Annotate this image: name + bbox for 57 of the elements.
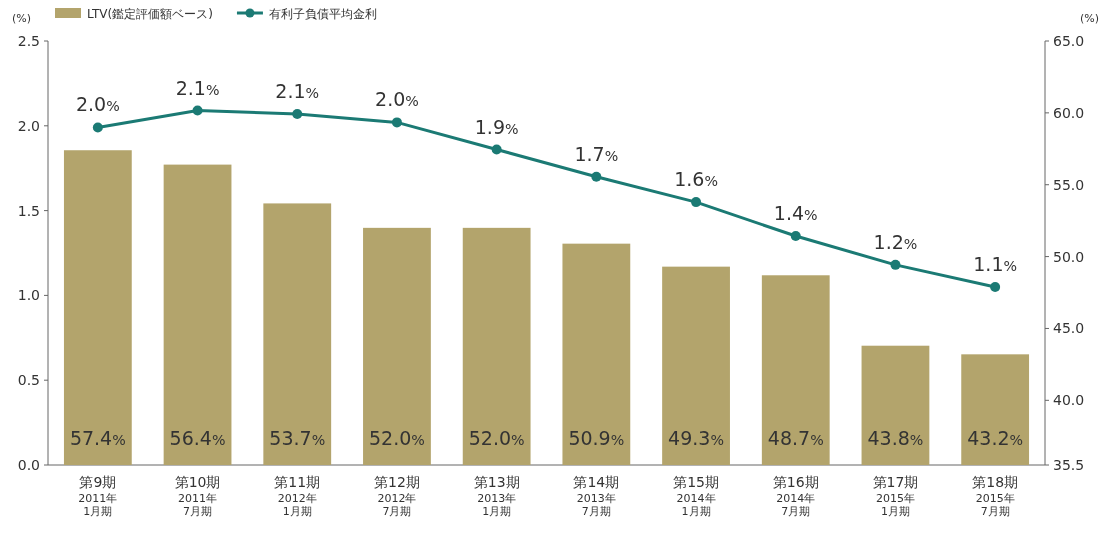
data-label: 1.2% bbox=[873, 230, 918, 253]
x-tick-label: 第9期 2011年 1月期 bbox=[78, 474, 118, 518]
data-label: 1.7% bbox=[574, 142, 619, 165]
y-tick-label: 1.5 bbox=[17, 202, 40, 219]
data-label: 2.0% bbox=[375, 88, 419, 111]
data-label: 1.9% bbox=[474, 115, 519, 138]
data-label: 43.8% bbox=[867, 427, 924, 449]
y-tick-label: 0.5 bbox=[17, 372, 40, 389]
point bbox=[192, 105, 203, 116]
data-label: 1.4% bbox=[773, 202, 818, 225]
y2-tick-label: 65.0 bbox=[1053, 33, 1085, 49]
x-tick-label: 第16期 2014年 7月期 bbox=[772, 474, 819, 518]
legend-label: LTV(鑑定評価額ベース) bbox=[87, 7, 213, 21]
data-label: 43.2% bbox=[967, 427, 1024, 449]
y-tick-label: 1.0 bbox=[17, 287, 40, 304]
y2-tick-label: 50.0 bbox=[1053, 248, 1085, 265]
y2-axis-title: (%) bbox=[1080, 12, 1100, 25]
y2-tick-label: 60.0 bbox=[1053, 104, 1085, 121]
point bbox=[292, 108, 303, 119]
y2-tick-label: 55.0 bbox=[1053, 176, 1085, 193]
x-tick-label: 第17期 2015年 1月期 bbox=[872, 474, 919, 518]
point bbox=[391, 117, 402, 128]
point bbox=[591, 171, 602, 182]
data-label: 1.6% bbox=[674, 168, 718, 191]
point bbox=[691, 197, 702, 208]
data-label: 48.7% bbox=[767, 427, 824, 449]
data-label: 57.4% bbox=[69, 427, 126, 449]
point bbox=[491, 144, 502, 155]
legend-label: 有利子負債平均金利 bbox=[268, 7, 377, 21]
y2-tick-label: 45.0 bbox=[1053, 320, 1085, 337]
x-tick-label: 第18期 2015年 7月期 bbox=[972, 474, 1019, 518]
x-tick-label: 第15期 2014年 1月期 bbox=[673, 474, 719, 518]
data-label: 2.1% bbox=[175, 76, 220, 99]
x-tick-label: 第11期 2012年 1月期 bbox=[274, 474, 321, 518]
y-axis-title: (%) bbox=[12, 12, 32, 25]
data-label: 2.1% bbox=[275, 79, 320, 102]
y-tick-label: 0.0 bbox=[17, 457, 40, 473]
data-label: 53.7% bbox=[269, 427, 326, 449]
y-tick-label: 2.5 bbox=[17, 33, 40, 49]
y-tick-label: 2.0 bbox=[17, 117, 40, 134]
data-label: 52.0% bbox=[468, 427, 525, 449]
data-label: 49.3% bbox=[668, 427, 724, 449]
point bbox=[92, 122, 103, 133]
data-label: 50.9% bbox=[568, 427, 625, 449]
point bbox=[790, 231, 801, 242]
data-label: 1.1% bbox=[973, 252, 1018, 275]
x-tick-label: 第14期 2013年 7月期 bbox=[573, 474, 620, 518]
data-label: 56.4% bbox=[169, 427, 226, 449]
point bbox=[990, 281, 1001, 292]
data-label: 52.0% bbox=[369, 427, 425, 449]
data-label: 2.0% bbox=[75, 93, 120, 116]
x-tick-label: 第10期 2011年 7月期 bbox=[174, 474, 221, 518]
x-tick-label: 第13期 2013年 1月期 bbox=[473, 474, 520, 518]
y2-tick-label: 35.5 bbox=[1053, 457, 1085, 473]
point bbox=[890, 259, 901, 270]
y2-tick-label: 40.0 bbox=[1053, 392, 1085, 409]
x-tick-label: 第12期 2012年 7月期 bbox=[374, 474, 420, 518]
